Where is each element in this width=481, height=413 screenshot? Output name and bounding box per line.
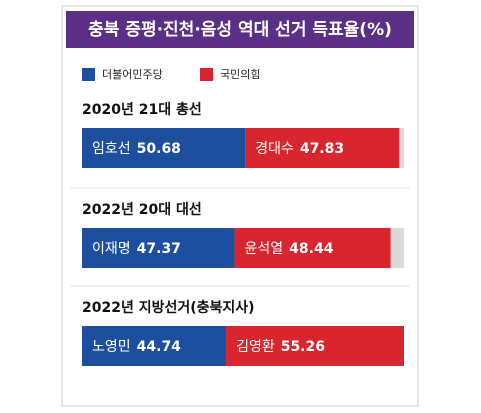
chart-title: 충북 증평·진천·음성 역대 선거 득표율(%) xyxy=(88,20,392,40)
bar-label: 이재명 47.37 xyxy=(92,241,181,257)
value-label: 55.26 xyxy=(281,339,325,355)
legend-swatch xyxy=(82,68,95,81)
bar-label: 윤석열 48.44 xyxy=(245,241,334,257)
bar-segment xyxy=(82,326,227,366)
candidate-name: 임호선 xyxy=(92,141,131,157)
bar-label: 임호선 50.68 xyxy=(92,141,181,157)
bar-segment xyxy=(234,228,391,268)
value-label: 50.68 xyxy=(137,141,181,157)
candidate-name: 이재명 xyxy=(92,241,131,257)
bar-label: 노영민 44.74 xyxy=(92,339,181,355)
value-label: 44.74 xyxy=(137,339,182,355)
bar-segment xyxy=(82,228,235,268)
group-title: 2022년 20대 대선 xyxy=(82,202,202,218)
legend-label: 더불어민주당 xyxy=(102,68,163,81)
value-label: 47.83 xyxy=(300,141,344,157)
legend-swatch xyxy=(200,68,213,81)
candidate-name: 김영환 xyxy=(236,339,275,355)
bar-label: 경대수 47.83 xyxy=(255,141,344,157)
bar-segment xyxy=(245,128,400,168)
value-label: 48.44 xyxy=(289,241,334,257)
candidate-name: 경대수 xyxy=(255,141,294,157)
group-title: 2022년 지방선거(충북지사) xyxy=(82,299,255,316)
title-bar xyxy=(66,11,414,48)
bar-segment xyxy=(82,128,246,168)
bar-segment xyxy=(226,326,404,366)
group-title: 2020년 21대 총선 xyxy=(82,102,202,118)
candidate-name: 노영민 xyxy=(92,339,131,355)
candidate-name: 윤석열 xyxy=(245,241,284,257)
bar-label: 김영환 55.26 xyxy=(236,339,325,355)
legend-label: 국민의힘 xyxy=(220,68,260,81)
value-label: 47.37 xyxy=(137,241,181,257)
